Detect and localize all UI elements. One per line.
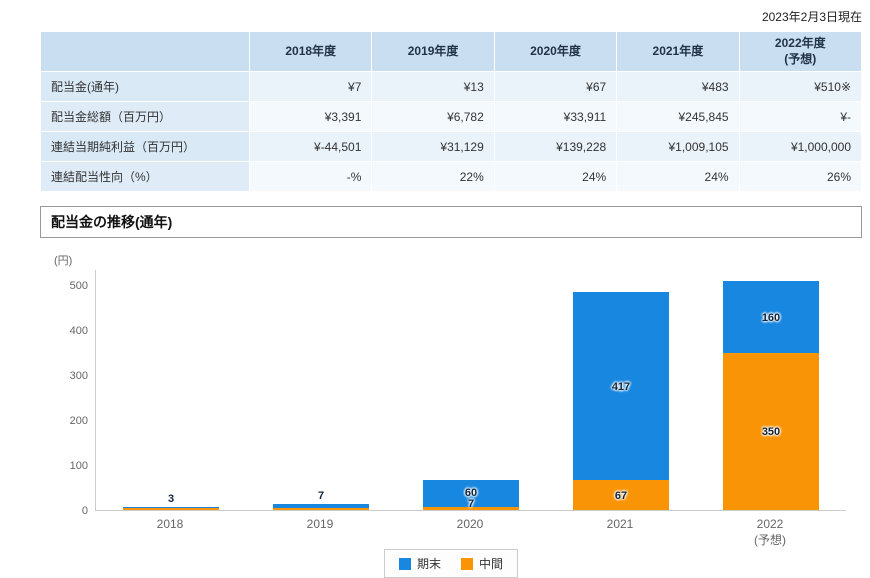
x-tick-label: 2018: [156, 517, 184, 532]
table-cell: 24%: [617, 162, 739, 192]
bar-stack[interactable]: 7: [273, 482, 369, 511]
table-cell: ¥1,000,000: [739, 132, 861, 162]
x-tick-label: 2020: [456, 517, 484, 532]
table-cell: ¥139,228: [494, 132, 617, 162]
bar-stack[interactable]: 3: [123, 485, 219, 511]
as-of-date: 2023年2月3日現在: [761, 10, 862, 24]
row-label: 連結配当性向（%）: [41, 162, 249, 192]
bar-segment-interim[interactable]: [573, 480, 669, 511]
table-col-header: 2020年度: [494, 32, 617, 72]
table-cell: ¥6,782: [372, 102, 494, 132]
legend-item[interactable]: 中間: [461, 555, 503, 572]
bar-stack[interactable]: 7 60: [423, 458, 519, 511]
table-header-row: 2018年度 2019年度 2020年度 2021年度 2022年度 (予想): [41, 32, 861, 72]
table-cell: ¥510※: [739, 72, 861, 102]
bar-segment-yearend[interactable]: [723, 280, 819, 353]
table-col-header: 2022年度 (予想): [739, 32, 861, 72]
legend-label: 中間: [479, 557, 504, 572]
legend-box: 期末 中間: [383, 549, 519, 578]
table-body: 配当金(通年) ¥7 ¥13 ¥67 ¥483 ¥510※ 配当金総額（百万円） ¥3,391…: [41, 72, 861, 192]
table-cell: ¥31,129: [372, 132, 494, 162]
legend-item[interactable]: 期末: [398, 555, 441, 572]
row-label: 配当金総額（百万円）: [41, 102, 249, 132]
bar-value-label: 7: [317, 490, 325, 503]
table-cell: ¥245,845: [617, 102, 739, 132]
table-cell: ¥7: [250, 72, 372, 102]
table-cell: ¥13: [372, 72, 494, 102]
legend-swatch: [398, 557, 411, 570]
bar-segment-interim[interactable]: [723, 352, 819, 511]
bar-segment-yearend[interactable]: [123, 507, 219, 509]
row-label: 連結当期純利益（百万円）: [41, 132, 249, 162]
table-cell: ¥-44,501: [250, 132, 372, 162]
bar-segment-interim[interactable]: [423, 507, 519, 511]
table-cell: ¥-: [739, 102, 861, 132]
chart-plot: 0 100 200 300 400 500 3 7 7 60 67 417 350 160: [70, 270, 846, 517]
legend-label: 期末: [416, 557, 441, 572]
dividend-table: 2018年度 2019年度 2020年度 2021年度 2022年度 (予想) 配当金(通…: [40, 31, 862, 192]
bar-segment-interim[interactable]: [273, 507, 369, 511]
table-cell: 22%: [372, 162, 494, 192]
bar-segment-yearend[interactable]: [423, 480, 519, 508]
table-row: 配当金(通年) ¥7 ¥13 ¥67 ¥483 ¥510※: [41, 72, 861, 102]
row-label: 配当金(通年): [41, 72, 249, 102]
table-cell: ¥1,009,105: [617, 132, 739, 162]
table-cell: ¥483: [617, 72, 739, 102]
y-axis-unit-label: (円): [54, 255, 73, 268]
table-row: 連結配当性向（%） -% 22% 24% 24% 26%: [41, 162, 861, 192]
legend-swatch: [461, 557, 473, 570]
bar-segment-yearend[interactable]: [273, 504, 369, 508]
bar-segment-yearend[interactable]: [573, 292, 669, 481]
table-row: 配当金総額（百万円） ¥3,391 ¥6,782 ¥33,911 ¥245,845 ¥-: [41, 102, 861, 132]
table-cell: 26%: [739, 162, 861, 192]
bar-segment-interim[interactable]: [123, 508, 219, 511]
y-tick-label: 300: [69, 370, 88, 383]
x-tick-label: 2019: [306, 517, 334, 532]
y-tick-label: 100: [69, 460, 88, 473]
table-col-header: 2018年度: [250, 32, 372, 72]
bar-stack[interactable]: 350 160: [723, 259, 819, 511]
table-row: 連結当期純利益（百万円） ¥-44,501 ¥31,129 ¥139,228 ¥1,00…: [41, 132, 861, 162]
y-tick-label: 0: [81, 505, 88, 518]
section-title: 配当金の推移(通年): [40, 206, 862, 239]
x-axis-labels: 2018 2019 2020 2021 2022 (予想): [95, 511, 845, 547]
x-tick-label: 2022 (予想): [754, 517, 786, 547]
table-cell: 24%: [494, 162, 617, 192]
x-tick-label: 2021: [606, 517, 634, 532]
chart-legend: 期末 中間: [40, 549, 862, 578]
bar-stack[interactable]: 67 417: [573, 270, 669, 511]
y-tick-label: 500: [69, 280, 88, 293]
table-cell: -%: [250, 162, 372, 192]
table-cell: ¥33,911: [494, 102, 617, 132]
table-cell: ¥67: [494, 72, 617, 102]
y-tick-label: 400: [69, 325, 88, 338]
table-cell: ¥3,391: [250, 102, 372, 132]
bar-value-label: 3: [167, 493, 175, 506]
table-col-header: 2021年度: [617, 32, 739, 72]
y-tick-label: 200: [69, 415, 88, 428]
dividend-chart: (円) 0 100 200 300 400 500 3 7 7 60 67 417 350 160 201…: [40, 255, 862, 578]
table-corner-cell: [41, 32, 249, 72]
table-col-header: 2019年度: [372, 32, 494, 72]
